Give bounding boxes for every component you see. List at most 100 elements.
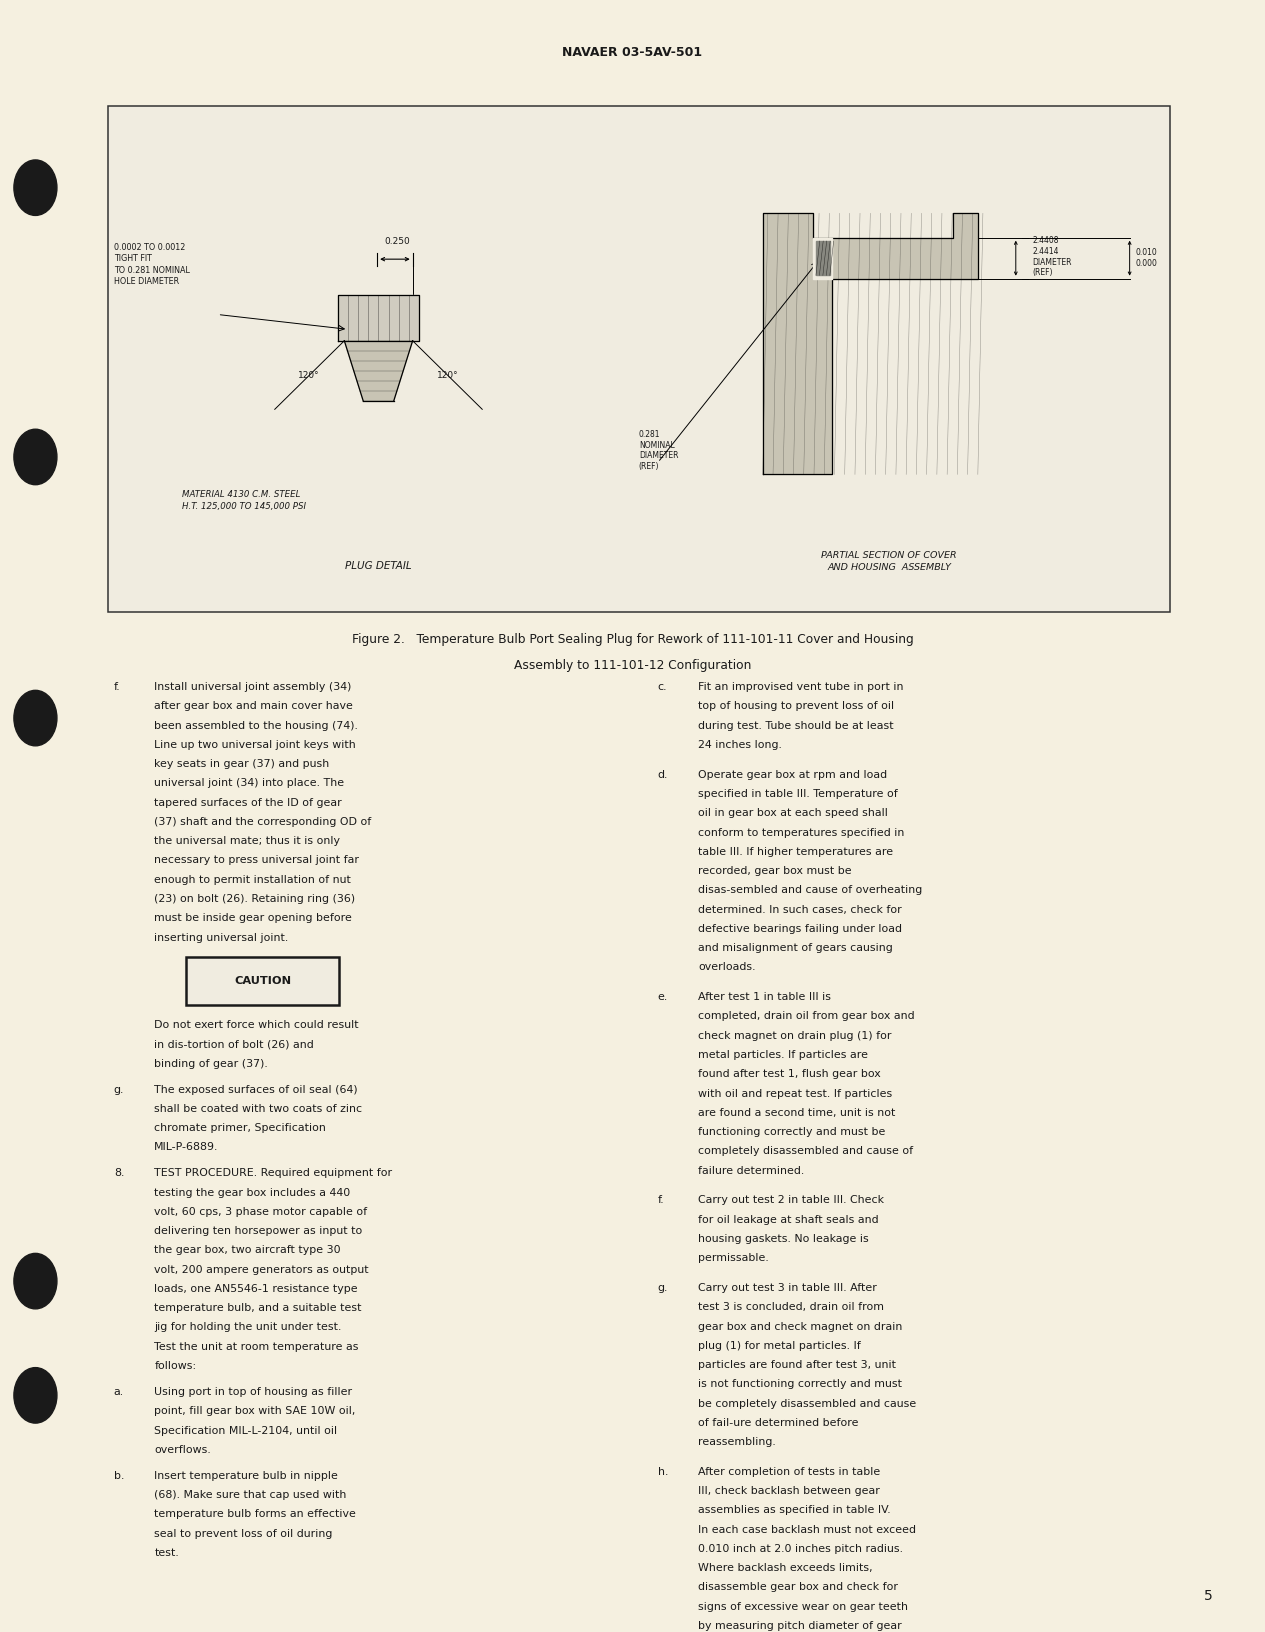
Text: delivering ten horsepower as input to: delivering ten horsepower as input to <box>154 1226 363 1235</box>
Circle shape <box>14 1253 57 1309</box>
Text: and misalignment of gears causing: and misalignment of gears causing <box>698 943 893 953</box>
Text: b.: b. <box>114 1470 124 1480</box>
Text: MATERIAL 4130 C.M. STEEL
H.T. 125,000 TO 145,000 PSI: MATERIAL 4130 C.M. STEEL H.T. 125,000 TO… <box>182 490 306 511</box>
Text: permissable.: permissable. <box>698 1253 769 1263</box>
Text: Assembly to 111-101-12 Configuration: Assembly to 111-101-12 Configuration <box>514 659 751 672</box>
Text: specified in table III. Temperature of: specified in table III. Temperature of <box>698 788 898 800</box>
Text: 120°: 120° <box>299 370 320 380</box>
Text: for oil leakage at shaft seals and: for oil leakage at shaft seals and <box>698 1214 879 1224</box>
Text: necessary to press universal joint far: necessary to press universal joint far <box>154 855 359 865</box>
Text: TEST PROCEDURE. Required equipment for: TEST PROCEDURE. Required equipment for <box>154 1169 392 1178</box>
Text: Fit an improvised vent tube in port in: Fit an improvised vent tube in port in <box>698 682 903 692</box>
Text: universal joint (34) into place. The: universal joint (34) into place. The <box>154 778 344 788</box>
Text: conform to temperatures specified in: conform to temperatures specified in <box>698 827 904 837</box>
Text: III, check backlash between gear: III, check backlash between gear <box>698 1487 880 1497</box>
Text: are found a second time, unit is not: are found a second time, unit is not <box>698 1108 896 1118</box>
Text: disassemble gear box and check for: disassemble gear box and check for <box>698 1583 898 1593</box>
Text: point, fill gear box with SAE 10W oil,: point, fill gear box with SAE 10W oil, <box>154 1407 355 1417</box>
Text: a.: a. <box>114 1387 124 1397</box>
Text: top of housing to prevent loss of oil: top of housing to prevent loss of oil <box>698 702 894 712</box>
Text: Insert temperature bulb in nipple: Insert temperature bulb in nipple <box>154 1470 338 1480</box>
Text: 0.010 inch at 2.0 inches pitch radius.: 0.010 inch at 2.0 inches pitch radius. <box>698 1544 903 1554</box>
Text: housing gaskets. No leakage is: housing gaskets. No leakage is <box>698 1234 869 1244</box>
Text: check magnet on drain plug (1) for: check magnet on drain plug (1) for <box>698 1031 892 1041</box>
Text: Figure 2.   Temperature Bulb Port Sealing Plug for Rework of 111-101-11 Cover an: Figure 2. Temperature Bulb Port Sealing … <box>352 633 913 646</box>
Text: oil in gear box at each speed shall: oil in gear box at each speed shall <box>698 808 888 818</box>
Text: chromate primer, Specification: chromate primer, Specification <box>154 1123 326 1133</box>
Text: table III. If higher temperatures are: table III. If higher temperatures are <box>698 847 893 857</box>
Text: jig for holding the unit under test.: jig for holding the unit under test. <box>154 1322 342 1332</box>
Text: by measuring pitch diameter of gear: by measuring pitch diameter of gear <box>698 1621 902 1630</box>
Text: inserting universal joint.: inserting universal joint. <box>154 932 288 943</box>
Text: 8.: 8. <box>114 1169 124 1178</box>
Polygon shape <box>816 242 830 276</box>
Text: plug (1) for metal particles. If: plug (1) for metal particles. If <box>698 1342 861 1351</box>
Circle shape <box>14 160 57 215</box>
Text: seal to prevent loss of oil during: seal to prevent loss of oil during <box>154 1529 333 1539</box>
Text: Test the unit at room temperature as: Test the unit at room temperature as <box>154 1342 359 1351</box>
Text: metal particles. If particles are: metal particles. If particles are <box>698 1049 868 1061</box>
Text: e.: e. <box>658 992 668 1002</box>
Text: After completion of tests in table: After completion of tests in table <box>698 1467 880 1477</box>
Circle shape <box>14 690 57 746</box>
Text: with oil and repeat test. If particles: with oil and repeat test. If particles <box>698 1089 893 1098</box>
Text: temperature bulb, and a suitable test: temperature bulb, and a suitable test <box>154 1304 362 1314</box>
Circle shape <box>14 1368 57 1423</box>
Text: particles are found after test 3, unit: particles are found after test 3, unit <box>698 1359 897 1369</box>
Text: 24 inches long.: 24 inches long. <box>698 739 782 751</box>
Text: completely disassembled and cause of: completely disassembled and cause of <box>698 1146 913 1157</box>
Text: Where backlash exceeds limits,: Where backlash exceeds limits, <box>698 1563 873 1573</box>
Text: must be inside gear opening before: must be inside gear opening before <box>154 914 352 924</box>
Text: in dis-tortion of bolt (26) and: in dis-tortion of bolt (26) and <box>154 1040 314 1049</box>
Text: (37) shaft and the corresponding OD of: (37) shaft and the corresponding OD of <box>154 818 372 827</box>
Text: g.: g. <box>114 1085 124 1095</box>
Text: follows:: follows: <box>154 1361 196 1371</box>
Text: 5: 5 <box>1204 1590 1212 1603</box>
Text: Line up two universal joint keys with: Line up two universal joint keys with <box>154 739 355 751</box>
Text: determined. In such cases, check for: determined. In such cases, check for <box>698 904 902 914</box>
Polygon shape <box>338 295 419 341</box>
Text: In each case backlash must not exceed: In each case backlash must not exceed <box>698 1524 916 1534</box>
Polygon shape <box>763 214 978 475</box>
Bar <box>108 106 1170 612</box>
Text: NAVAER 03-5AV-501: NAVAER 03-5AV-501 <box>563 46 702 59</box>
Text: after gear box and main cover have: after gear box and main cover have <box>154 702 353 712</box>
Text: test.: test. <box>154 1547 180 1559</box>
Text: overloads.: overloads. <box>698 963 755 973</box>
Text: f.: f. <box>114 682 120 692</box>
Text: enough to permit installation of nut: enough to permit installation of nut <box>154 875 352 885</box>
Text: the universal mate; thus it is only: the universal mate; thus it is only <box>154 836 340 847</box>
Text: 2.4408
2.4414
DIAMETER
(REF): 2.4408 2.4414 DIAMETER (REF) <box>1032 237 1071 277</box>
Text: Using port in top of housing as filler: Using port in top of housing as filler <box>154 1387 353 1397</box>
Text: assemblies as specified in table IV.: assemblies as specified in table IV. <box>698 1505 891 1516</box>
FancyBboxPatch shape <box>186 958 339 1005</box>
Text: key seats in gear (37) and push: key seats in gear (37) and push <box>154 759 330 769</box>
Text: overflows.: overflows. <box>154 1444 211 1454</box>
Text: binding of gear (37).: binding of gear (37). <box>154 1059 268 1069</box>
Text: Do not exert force which could result: Do not exert force which could result <box>154 1020 359 1030</box>
Text: Carry out test 3 in table III. After: Carry out test 3 in table III. After <box>698 1283 877 1293</box>
Text: MIL-P-6889.: MIL-P-6889. <box>154 1142 219 1152</box>
Polygon shape <box>813 238 832 279</box>
Text: be completely disassembled and cause: be completely disassembled and cause <box>698 1399 917 1408</box>
Text: Carry out test 2 in table III. Check: Carry out test 2 in table III. Check <box>698 1195 884 1206</box>
Text: 0.281
NOMINAL
DIAMETER
(REF): 0.281 NOMINAL DIAMETER (REF) <box>639 429 678 472</box>
Text: completed, drain oil from gear box and: completed, drain oil from gear box and <box>698 1012 915 1022</box>
Text: signs of excessive wear on gear teeth: signs of excessive wear on gear teeth <box>698 1601 908 1612</box>
Text: is not functioning correctly and must: is not functioning correctly and must <box>698 1379 902 1389</box>
Text: test 3 is concluded, drain oil from: test 3 is concluded, drain oil from <box>698 1302 884 1312</box>
Text: d.: d. <box>658 770 668 780</box>
Text: been assembled to the housing (74).: been assembled to the housing (74). <box>154 721 358 731</box>
Text: shall be coated with two coats of zinc: shall be coated with two coats of zinc <box>154 1103 363 1115</box>
Text: disas-sembled and cause of overheating: disas-sembled and cause of overheating <box>698 885 922 896</box>
Text: Install universal joint assembly (34): Install universal joint assembly (34) <box>154 682 352 692</box>
Text: volt, 200 ampere generators as output: volt, 200 ampere generators as output <box>154 1265 369 1275</box>
Text: defective bearings failing under load: defective bearings failing under load <box>698 924 902 934</box>
Text: tapered surfaces of the ID of gear: tapered surfaces of the ID of gear <box>154 798 342 808</box>
Text: 120°: 120° <box>438 370 459 380</box>
Text: gear box and check magnet on drain: gear box and check magnet on drain <box>698 1322 903 1332</box>
Text: failure determined.: failure determined. <box>698 1165 805 1175</box>
Text: reassembling.: reassembling. <box>698 1438 775 1448</box>
Text: g.: g. <box>658 1283 668 1293</box>
Text: PARTIAL SECTION OF COVER
AND HOUSING  ASSEMBLY: PARTIAL SECTION OF COVER AND HOUSING ASS… <box>821 552 958 571</box>
